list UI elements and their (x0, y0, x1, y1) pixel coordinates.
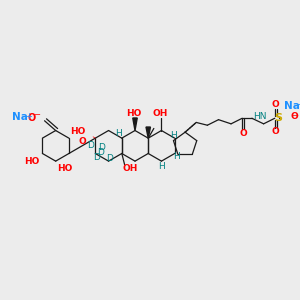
Text: D: D (98, 143, 105, 152)
Text: −: − (33, 110, 40, 119)
Text: OH: OH (122, 164, 138, 173)
Text: +: + (296, 100, 300, 109)
Text: O: O (272, 127, 280, 136)
Text: S: S (274, 113, 282, 123)
Text: H: H (116, 130, 122, 139)
Text: +: + (25, 112, 32, 121)
Text: OH: OH (152, 109, 168, 118)
Text: Na: Na (12, 112, 28, 122)
Text: O: O (290, 112, 298, 122)
Text: HO: HO (126, 109, 141, 118)
Text: HN: HN (253, 112, 267, 122)
Text: O: O (272, 100, 280, 109)
Text: D: D (97, 148, 104, 157)
Text: O: O (28, 113, 36, 123)
Text: HO: HO (70, 127, 86, 136)
Text: D: D (106, 154, 113, 163)
Polygon shape (146, 127, 151, 138)
Text: H: H (173, 152, 179, 161)
Text: H: H (158, 162, 165, 171)
Text: O: O (78, 137, 86, 146)
Text: D: D (87, 141, 94, 150)
Text: O: O (240, 129, 248, 138)
Text: D: D (93, 153, 100, 162)
Text: Na: Na (284, 101, 299, 111)
Text: −: − (292, 111, 298, 120)
Text: HO: HO (24, 157, 40, 166)
Text: H: H (170, 131, 177, 140)
Polygon shape (133, 118, 137, 130)
Text: HO: HO (57, 164, 72, 172)
